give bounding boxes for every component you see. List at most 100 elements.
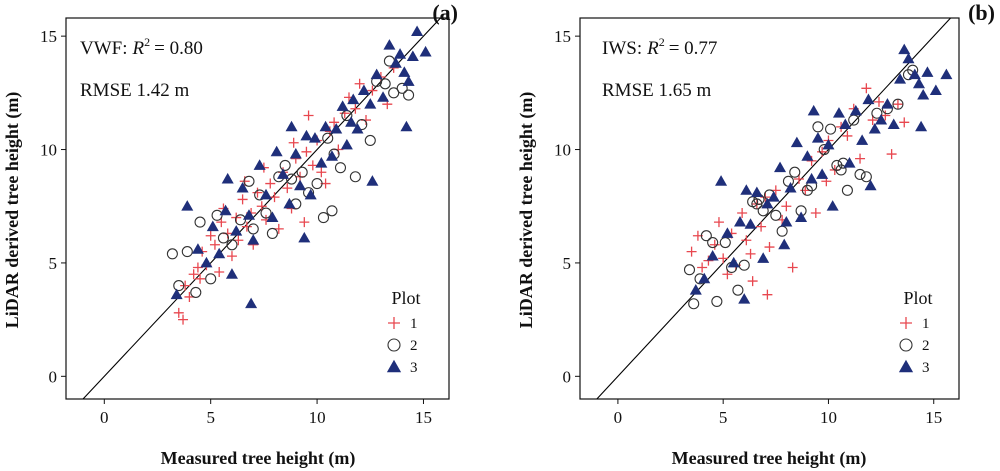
panel-a-plot3-point [191,243,204,254]
panel-b-plot3-point [843,157,856,168]
panel-b-plot3-point [761,197,774,209]
panel-b-plot1-point [686,246,697,257]
panel-b-plot1-point [747,276,758,287]
panel-b-plot1-point [781,201,792,212]
panel-b-plot3-point [875,113,888,125]
panel-b-plot3-point [917,89,930,100]
panel-b-plot1-point [855,153,866,164]
panel-b-plot1-point [817,146,828,157]
panel-b-label: (b) [968,0,995,25]
panel-a-plot3-point [247,234,260,245]
panel-b-ytick-label: 15 [554,27,571,46]
panel-b-legend-label-2: 2 [922,338,930,354]
panel-a-plot3-point [283,197,296,209]
panel-a-xlabel: Measured tree height (m) [161,448,356,469]
panel-a-plot3-point [351,123,364,134]
panel-a-plot2-point [166,248,178,260]
panel-b-plot3-point [689,284,702,295]
panel-a-legend-label-3: 3 [410,360,418,376]
panel-a-plot2-point [194,216,206,228]
panel-a-plot2-point [173,280,185,292]
panel-a-plot3-point [200,256,213,268]
panel-a-xtick-label: 0 [100,408,109,427]
panel-a-plot3-point [206,220,219,232]
panel-b-plot2-point [812,121,824,133]
panel-a-plot: 0 5 10 15 0 5 10 15 Plot 1 2 3 [40,17,450,427]
panel-a-plot2-point [379,78,391,90]
panel-b-plot3-point [721,227,734,238]
panel-b-plot3-point [778,238,791,250]
panel-b-plot3-point [902,52,915,64]
panel-b-frame [579,17,960,400]
panel-b-legend-title: Plot [903,288,932,308]
panel-b-plot1-point [718,253,729,264]
panel-a-plot2-point [181,246,193,258]
panel-a-plot1-point [301,146,312,157]
panel-b-legend-label-3: 3 [922,360,930,376]
panel-a-plot1-point [195,273,206,284]
panel-a-plot2-point [317,212,330,224]
panel-a-plot1-point [367,85,378,96]
panel-a-plot3-point [366,175,379,186]
panel-b-plot3-point [862,93,875,105]
panel-b-plot3-point [740,184,753,195]
panel-b-plot3-point [738,293,751,304]
panel-b-plot3-point [698,272,711,284]
panel-a-plot1-point [180,280,191,291]
panel-b-plot: 0 5 10 15 0 5 10 15 Plot 1 2 3 [554,17,960,427]
panel-b-plot2-point [700,230,712,242]
panel-a-plot3-point [213,247,226,259]
panel-b-plot1-point [764,242,775,253]
panel-b-plot3-point [757,252,770,263]
panel-b-plot2-point [707,236,719,249]
panel-a-plot3-point [304,188,317,200]
panel-a-plot3-point [402,75,415,86]
panel-a-ytick-label: 15 [40,27,57,46]
panel-a-plot3-point [357,84,370,95]
panel-b-legend-marker-1 [900,317,912,329]
panel-a-plot2-point [296,166,308,178]
panel-a-ytick-label: 0 [49,367,58,386]
panel-a-ytick-label: 10 [40,141,57,160]
panel-a-plot1-point [188,269,199,280]
panel-a-legend-label-1: 1 [410,316,418,332]
panel-a-plot3-point [289,147,302,159]
panel-b-plot1-point [709,239,720,250]
panel-a-plot2-point [334,162,347,174]
panel-b-method: IWS: [602,38,642,59]
panel-a-plot1-point [205,230,216,241]
panel-b-plot2-point [848,114,860,126]
panel-a-plot3-point [298,231,311,243]
panel-a-plot3-point [230,225,243,236]
panel-b-xtick-label: 15 [925,408,942,427]
panel-a-plot3-point [398,66,411,77]
panel-b-plot3-point [826,200,839,211]
panel-b-legend-marker-3 [898,359,914,373]
panel-a-plot2-point [247,223,259,235]
panel-b-plot1-point [703,255,714,266]
panel-b-plot2-point [683,264,696,276]
panel-b-plot1-point [713,217,724,228]
panel-b-plot3-point [750,186,763,198]
panel-b-plot1-point [737,208,748,219]
panel-a-plot3-point [236,181,249,193]
panel-a-plot3-point [277,168,290,179]
panel-b-plot1-point [810,208,821,219]
panel-a-plot3-point [370,68,383,80]
panel-a-plot3-point [389,57,402,68]
panel-b-plot3-point [734,216,747,227]
panel-b-legend-marker-2 [899,338,913,352]
panel-a-plot3-point [170,288,183,300]
panel-b-plot3-point [790,136,803,148]
panel-b-xtick-label: 0 [614,408,623,427]
panel-a-plot2-point [205,273,217,285]
panel-a-legend-marker-2 [387,338,401,352]
panel-b-plot2-point [738,259,750,271]
panel-b-plot3-point [811,132,824,143]
panel-a-plot1-point [307,160,318,171]
panel-b-plot3-point [839,118,852,130]
panel-a-plot3-point [411,25,424,37]
panel-a-plot1-point [303,110,314,121]
